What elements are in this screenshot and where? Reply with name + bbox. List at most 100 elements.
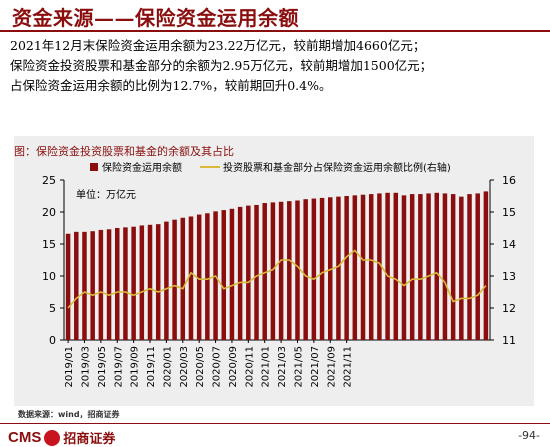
bar	[450, 194, 456, 340]
x-axis-tick-label: 2021/07	[310, 346, 321, 388]
bar	[319, 197, 325, 340]
company-logo: CMS 招商证券	[8, 427, 116, 447]
bar	[278, 201, 284, 340]
bar	[401, 195, 407, 340]
right-axis-tick-label: 16	[502, 174, 516, 187]
right-axis-tick-label: 11	[502, 334, 516, 347]
bar	[164, 221, 169, 340]
bar	[90, 231, 95, 340]
left-axis-tick-label: 10	[42, 270, 56, 283]
bar	[287, 201, 292, 340]
bar	[82, 231, 87, 340]
bar	[155, 224, 161, 340]
bar	[74, 231, 79, 340]
bar	[368, 194, 374, 340]
bar	[409, 194, 415, 340]
figure-caption: 图：保险资金投资股票和基金的余额及其占比	[14, 145, 234, 158]
summary-line: 2021年12月末保险资金运用余额为23.22万亿元，较前期增加4660亿元；	[10, 38, 426, 53]
title-divider	[0, 30, 550, 32]
bar	[303, 199, 308, 340]
x-axis-tick-label: 2020/11	[244, 346, 255, 388]
bar	[237, 206, 243, 340]
left-axis-tick-label: 15	[42, 238, 56, 251]
bar	[295, 200, 300, 340]
bar	[246, 205, 251, 340]
x-axis-tick-label: 2020/01	[162, 346, 173, 388]
bar	[434, 192, 440, 340]
page-number: -94-	[518, 429, 540, 442]
bar	[139, 225, 145, 340]
bar	[483, 191, 489, 340]
bar	[270, 202, 276, 340]
left-axis-tick-label: 5	[49, 302, 56, 315]
line-series	[67, 249, 487, 309]
left-axis-tick-label: 0	[49, 334, 56, 347]
bar	[360, 194, 366, 340]
logo-cn-text: 招商证券	[63, 432, 116, 447]
bar	[172, 219, 177, 340]
bar	[254, 204, 259, 340]
bar	[131, 226, 136, 340]
bar	[426, 193, 431, 340]
bar	[221, 210, 227, 340]
bar	[327, 197, 333, 340]
bar	[336, 196, 341, 340]
bar	[377, 193, 382, 340]
x-axis-tick-label: 2019/07	[113, 346, 124, 388]
logo-text: CMS	[8, 429, 42, 446]
x-axis-tick-label: 2021/03	[277, 346, 288, 388]
bar	[385, 192, 390, 340]
bar	[123, 227, 128, 340]
bar	[147, 224, 153, 340]
right-axis-tick-label: 13	[502, 270, 516, 283]
bar	[352, 195, 358, 340]
source-note: 数据来源：wind，招商证券	[18, 410, 120, 419]
bar	[311, 198, 317, 340]
x-axis-tick-label: 2019/03	[80, 346, 91, 388]
bar	[188, 216, 194, 340]
legend-bar-label: 保险资金运用余额	[102, 161, 182, 174]
x-axis-tick-label: 2021/09	[326, 346, 337, 388]
x-axis-tick-label: 2021/11	[343, 346, 354, 388]
right-axis-tick-label: 12	[502, 302, 516, 315]
x-axis-tick-label: 2019/09	[130, 346, 141, 388]
bar	[262, 203, 267, 340]
right-axis-tick-label: 15	[502, 206, 516, 219]
x-axis-tick-label: 2019/01	[64, 346, 75, 388]
summary-line: 保险资金投资股票和基金部分的余额为2.95万亿元，较前期增加1500亿元；	[10, 58, 433, 73]
bar	[393, 192, 399, 340]
bar	[459, 196, 464, 340]
x-axis-tick-label: 2019/05	[97, 346, 108, 388]
x-axis-tick-label: 2020/03	[179, 346, 190, 388]
bar	[196, 214, 202, 340]
x-axis-tick-label: 2020/05	[195, 346, 206, 388]
bar	[65, 233, 71, 340]
logo-badge-icon	[44, 429, 61, 446]
x-axis-tick-label: 2021/05	[293, 346, 304, 388]
bar	[180, 217, 186, 340]
bar	[442, 193, 448, 340]
bar	[344, 196, 349, 340]
bar	[205, 213, 210, 340]
footer-divider	[0, 423, 550, 424]
unit-note: 单位：万亿元	[76, 188, 136, 201]
bar	[418, 194, 423, 340]
legend-line-label: 投资股票和基金部分占保险资金运用余额比例(右轴)	[223, 161, 451, 174]
x-axis-tick-label: 2019/11	[146, 346, 157, 388]
bar	[114, 228, 120, 340]
left-axis-tick-label: 20	[42, 206, 56, 219]
summary-block: 2021年12月末保险资金运用余额为23.22万亿元，较前期增加4660亿元； …	[10, 36, 545, 96]
bar	[467, 194, 472, 340]
page-title: 资金来源——保险资金运用余额	[12, 6, 299, 30]
summary-line: 占保险资金运用余额的比例为12.7%，较前期回升0.4%。	[10, 78, 332, 93]
bar	[475, 193, 480, 340]
bar	[98, 229, 104, 340]
bar	[229, 208, 235, 340]
x-axis-tick-label: 2021/01	[261, 346, 272, 388]
x-axis-tick-label: 2020/07	[212, 346, 223, 388]
x-axis-tick-label: 2020/09	[228, 346, 239, 388]
legend-bar-swatch	[90, 163, 98, 171]
bar	[106, 229, 112, 340]
left-axis-tick-label: 25	[42, 174, 56, 187]
